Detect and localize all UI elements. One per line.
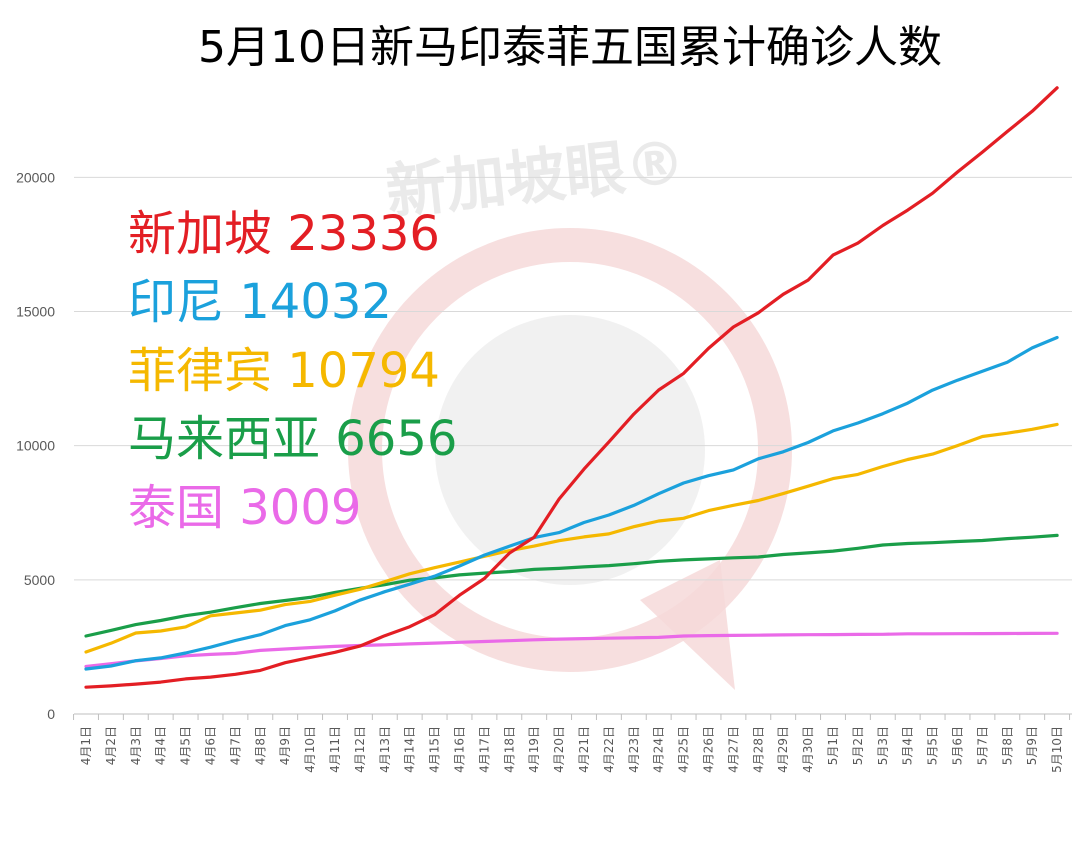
y-tick-label: 15000 [16, 304, 55, 320]
legend-series-name: 泰国 [128, 480, 239, 536]
legend-entry: 菲律宾 10794 [128, 343, 440, 399]
legend-series-name: 印尼 [128, 274, 239, 330]
series-line [84, 533, 1059, 638]
x-tick-label: 4月10日 [303, 726, 317, 773]
legend-series-name: 菲律宾 [128, 343, 287, 399]
legend-series-value: 10794 [287, 343, 440, 399]
x-tick-label: 4月4日 [154, 726, 168, 765]
series-lines [84, 86, 1059, 689]
legend-series-value: 14032 [239, 274, 392, 330]
x-tick-label: 5月2日 [851, 726, 865, 765]
series-line [84, 422, 1059, 654]
legend: 新加坡 23336 印尼 14032 菲律宾 10794 马来西亚 6656 泰国 30… [128, 206, 457, 536]
x-tick-label: 5月6日 [951, 726, 965, 765]
x-tick-label: 4月17日 [477, 726, 491, 773]
legend-series-name: 新加坡 [128, 206, 287, 262]
legend-entry: 马来西亚 6656 [128, 411, 457, 467]
x-tick-label: 4月8日 [253, 726, 267, 765]
x-tick-label: 4月1日 [79, 726, 93, 765]
x-tick-label: 5月9日 [1025, 726, 1039, 765]
x-tick-label: 4月26日 [702, 726, 716, 773]
x-tick-label: 5月5日 [926, 726, 940, 765]
x-tick-label: 4月15日 [428, 726, 442, 773]
chart-title: 5月10日新马印泰菲五国累计确诊人数 [198, 22, 942, 73]
x-tick-label: 4月19日 [527, 726, 541, 773]
x-tick-label: 4月16日 [453, 726, 467, 773]
legend-series-name: 马来西亚 [128, 411, 335, 467]
series-line [84, 631, 1059, 669]
y-tick-label: 20000 [16, 169, 55, 185]
x-tick-label: 4月20日 [552, 726, 566, 773]
x-tick-label: 4月30日 [801, 726, 815, 773]
x-tick-label: 4月9日 [278, 726, 292, 765]
x-tick-label: 4月24日 [652, 726, 666, 773]
x-tick-label: 4月5日 [179, 726, 193, 765]
x-tick-label: 4月2日 [104, 726, 118, 765]
x-tick-label: 4月22日 [602, 726, 616, 773]
legend-entry: 印尼 14032 [128, 274, 392, 330]
x-tick-label: 5月1日 [826, 726, 840, 765]
x-tick-label: 4月3日 [129, 726, 143, 765]
legend-entry: 泰国 3009 [128, 480, 361, 536]
y-tick-label: 10000 [16, 438, 55, 454]
legend-series-value: 6656 [335, 411, 457, 467]
x-tick-label: 4月21日 [577, 726, 591, 773]
y-tick-label: 0 [47, 706, 55, 722]
x-axis: 4月1日 4月2日 4月3日 4月4日 4月5日 4月6日 4月7日 4月8日 4月9日 4月10… [73, 713, 1072, 773]
x-tick-label: 4月14日 [403, 726, 417, 773]
x-tick-label: 4月13日 [378, 726, 392, 773]
x-tick-label: 4月12日 [353, 726, 367, 773]
x-tick-label: 5月4日 [901, 726, 915, 765]
series-line [84, 86, 1059, 689]
gridlines [74, 176, 1072, 581]
x-tick-label: 5月3日 [876, 726, 890, 765]
x-tick-label: 4月18日 [502, 726, 516, 773]
x-tick-label: 5月10日 [1050, 726, 1064, 773]
y-tick-label: 5000 [24, 572, 55, 588]
legend-series-value: 23336 [287, 206, 440, 262]
x-tick-label: 4月29日 [776, 726, 790, 773]
series-line [84, 335, 1059, 671]
x-tick-label: 4月27日 [726, 726, 740, 773]
x-tick-label: 4月23日 [627, 726, 641, 773]
x-tick-label: 5月7日 [975, 726, 989, 765]
legend-entry: 新加坡 23336 [128, 206, 440, 262]
x-tick-label: 4月7日 [228, 726, 242, 765]
legend-series-value: 3009 [239, 480, 361, 536]
x-tick-label: 5月8日 [1000, 726, 1014, 765]
x-tick-label: 4月28日 [751, 726, 765, 773]
x-tick-label: 4月11日 [328, 726, 342, 773]
x-tick-label: 4月25日 [677, 726, 691, 773]
y-axis: 0 5000 10000 15000 20000 [16, 169, 55, 722]
x-tick-label: 4月6日 [204, 726, 218, 765]
